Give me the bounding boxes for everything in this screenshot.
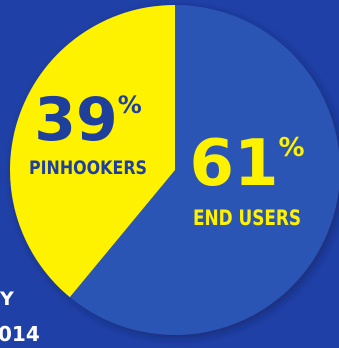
slice-value-number: 39 xyxy=(34,85,118,155)
pie-slice-end-users xyxy=(69,5,339,335)
cropped-edge-text-1: Y xyxy=(0,288,14,310)
slice-value-label: 61% xyxy=(189,127,304,201)
pie-slice-pinhookers xyxy=(9,5,175,298)
slice-value-label: 39% xyxy=(34,85,142,155)
slice-value-unit: % xyxy=(279,133,305,163)
slice-category-label: PINHOOKERS xyxy=(29,157,147,179)
slice-value-number: 61 xyxy=(189,127,278,201)
slice-value-unit: % xyxy=(118,91,142,119)
cropped-edge-text-2: 014 xyxy=(0,322,40,346)
slice-category-label: END USERS xyxy=(193,206,301,230)
